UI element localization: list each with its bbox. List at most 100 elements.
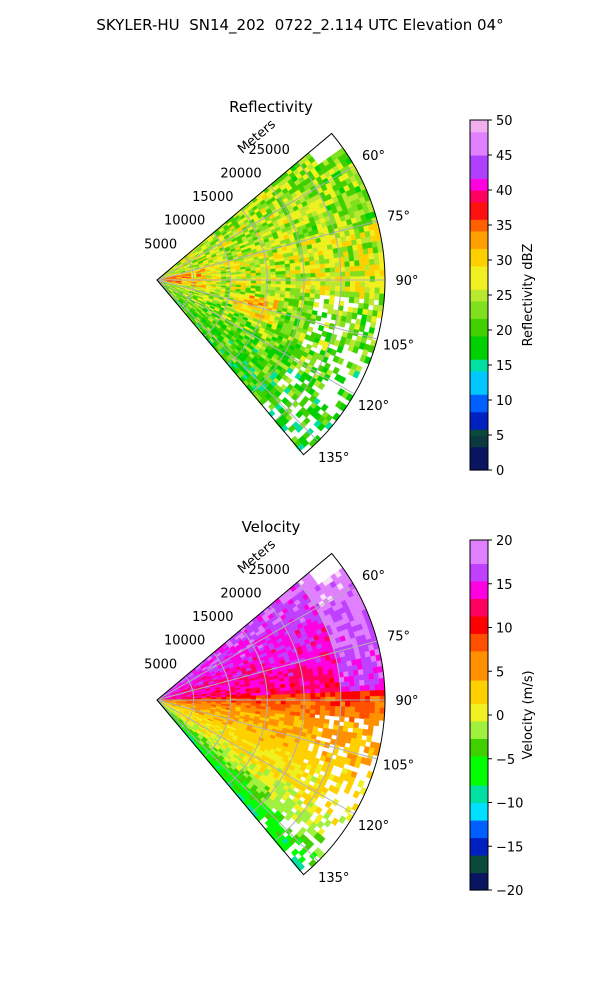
field-cell (334, 290, 341, 297)
colorbar-segment (470, 160, 488, 168)
field-cell (368, 298, 375, 306)
reflectivity-panel: Reflectivity500010000150002000025000Mete… (144, 98, 536, 479)
range-tick-label: 20000 (220, 166, 261, 181)
colorbar-segment (470, 207, 488, 214)
colorbar-segment (470, 271, 488, 279)
field-cell (339, 740, 346, 748)
colorbar-segment (470, 435, 488, 442)
azimuth-tick-label: 75° (387, 209, 410, 224)
colorbar-segment (470, 411, 488, 419)
field-cell (314, 293, 321, 300)
colorbar-segment (470, 137, 488, 144)
colorbar-segment (470, 452, 488, 459)
colorbar-segment (470, 312, 488, 319)
colorbar-segment (470, 289, 488, 296)
colorbar-segment (470, 254, 488, 261)
colorbar-segment (470, 190, 488, 197)
field-cell (345, 316, 352, 324)
colorbar-segment (470, 353, 488, 360)
field-cell (379, 275, 386, 283)
field-cell (324, 290, 331, 296)
field-cell (374, 275, 381, 283)
colorbar-segment (470, 300, 488, 308)
field-cell (344, 291, 351, 298)
field-cell (329, 710, 336, 717)
colorbar-segment (470, 423, 488, 430)
colorbar-tick-label: 35 (496, 219, 513, 234)
field-cell (326, 732, 333, 740)
range-tick-label: 5000 (144, 237, 177, 252)
field-cell (344, 711, 351, 718)
colorbar-tick-label: 45 (496, 149, 513, 164)
colorbar-segment (470, 260, 488, 267)
field-cell (339, 320, 346, 328)
colorbar-segment (470, 388, 488, 395)
colorbar-segment (470, 382, 488, 389)
colorbar-segment (470, 417, 488, 424)
range-tick-label: 15000 (192, 190, 233, 205)
colorbar-segment (470, 236, 488, 244)
colorbar-segment (470, 213, 488, 220)
colorbar-segment (470, 365, 488, 372)
colorbar-segment (470, 347, 488, 354)
field-cell (348, 721, 355, 729)
colorbar-segment (470, 166, 488, 174)
colorbar-segment (470, 248, 488, 255)
colorbar-segment (470, 335, 488, 343)
azimuth-tick-label: 60° (362, 149, 385, 164)
colorbar-tick-label: 30 (496, 254, 513, 269)
field-cell (348, 296, 355, 304)
field-cell (320, 403, 329, 413)
field-cell (359, 270, 366, 278)
colorbar-segment (470, 195, 488, 203)
field-cell (374, 270, 381, 278)
colorbar-segment (470, 324, 488, 331)
colorbar-segment (470, 370, 488, 378)
field-cell (364, 276, 371, 283)
colorbar-tick-label: 25 (496, 289, 513, 304)
colorbar-segment (470, 125, 488, 133)
figure-title: SKYLER-HU SN14_202 0722_2.114 UTC Elevat… (96, 16, 504, 34)
field-cell (369, 276, 376, 283)
colorbar-segment (470, 376, 488, 384)
field-cell (379, 269, 386, 278)
colorbar-segment (470, 242, 488, 249)
colorbar-segment (470, 359, 488, 366)
colorbar-segment (470, 172, 488, 179)
colorbar-tick-label: 40 (496, 184, 513, 199)
field-cell (355, 276, 361, 283)
colorbar-segment (470, 318, 488, 325)
colorbar-tick-label: 50 (496, 114, 513, 129)
colorbar-segment (470, 429, 488, 436)
colorbar-tick-label: 5 (496, 429, 504, 444)
field-cell (364, 270, 371, 278)
field-cell (319, 289, 326, 296)
field-cell (353, 297, 360, 304)
colorbar-segment (470, 306, 488, 314)
field-cell (321, 311, 328, 319)
colorbar-segment (470, 295, 488, 302)
field-cell (317, 324, 325, 332)
azimuth-tick-label: 135° (318, 451, 349, 466)
colorbar-segment (470, 225, 488, 232)
colorbar-tick-label: 20 (496, 324, 513, 339)
colorbar-tick-label: 0 (496, 464, 504, 479)
field-cell (334, 710, 341, 717)
field-cell (359, 292, 365, 300)
colorbar-segment (470, 149, 488, 156)
colorbar-segment (470, 265, 488, 273)
colorbar-segment (470, 131, 488, 139)
field-cell (369, 270, 376, 278)
colorbar-segment (470, 120, 488, 127)
field-cell (315, 315, 322, 322)
colorbar-segment (470, 341, 488, 349)
field-cell (360, 276, 366, 283)
colorbar-segment (470, 446, 488, 454)
colorbar-segment (470, 394, 488, 401)
colorbar-segment (470, 277, 488, 284)
colorbar-segment (470, 405, 488, 413)
colorbar-segment (470, 283, 488, 290)
field-cell (322, 303, 329, 310)
